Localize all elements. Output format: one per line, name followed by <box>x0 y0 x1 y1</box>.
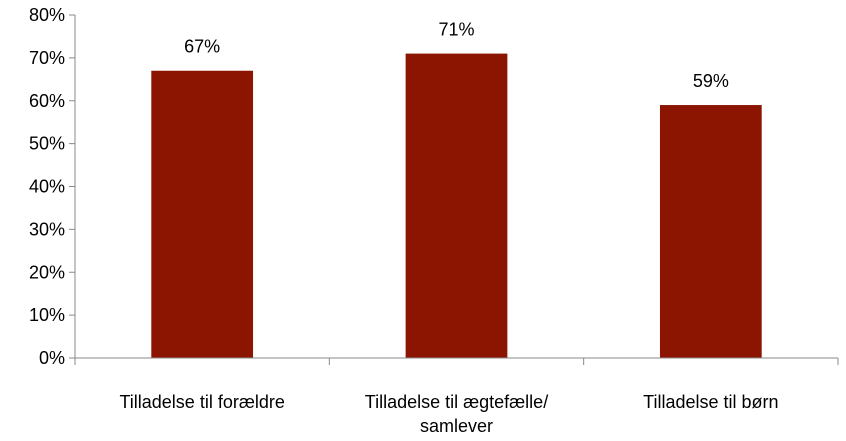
y-tick-label: 30% <box>29 219 65 239</box>
data-label: 71% <box>438 20 474 40</box>
data-label: 59% <box>693 71 729 91</box>
y-tick-label: 50% <box>29 134 65 154</box>
y-tick-label: 70% <box>29 48 65 68</box>
bars <box>151 53 762 359</box>
y-tick-label: 60% <box>29 91 65 111</box>
x-tick-label: Tilladelse til forældre <box>119 392 284 412</box>
x-tick-label: Tilladelse til børn <box>643 392 778 412</box>
y-tick-label: 80% <box>29 5 65 25</box>
y-tick-label: 10% <box>29 305 65 325</box>
y-tick-label: 40% <box>29 177 65 197</box>
bar <box>659 105 762 358</box>
x-axis-ticks <box>74 358 839 365</box>
bar <box>151 70 254 359</box>
y-axis-ticks: 0% 10% 20% 30% 40% 50% 60% 70% 80% <box>29 5 75 368</box>
x-tick-label: Tilladelse til ægtefælle/samlever <box>365 392 548 436</box>
x-axis-labels: Tilladelse til forældre Tilladelse til æg… <box>119 392 778 436</box>
data-labels: 67% 71% 59% <box>184 20 729 91</box>
y-tick-label: 0% <box>39 348 65 368</box>
data-label: 67% <box>184 37 220 57</box>
bar <box>405 53 508 359</box>
y-tick-label: 20% <box>29 262 65 282</box>
